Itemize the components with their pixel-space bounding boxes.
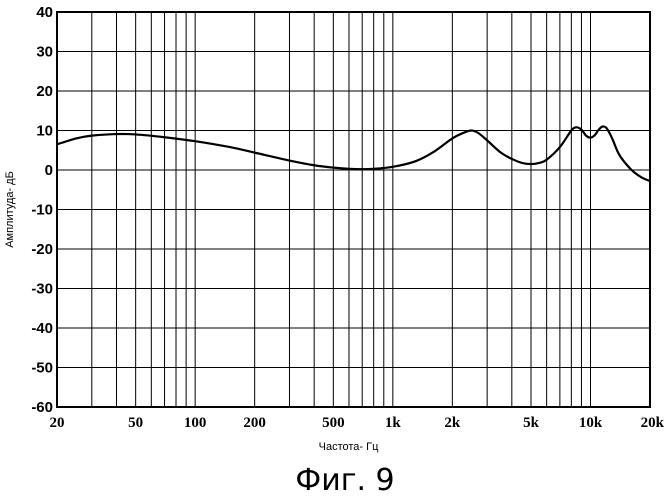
x-tick-label: 20k bbox=[641, 415, 665, 431]
frequency-response-line bbox=[57, 126, 650, 181]
y-tick-label: 40 bbox=[36, 4, 53, 21]
x-tick-label: 10k bbox=[579, 415, 603, 431]
y-tick-label: 20 bbox=[36, 83, 53, 100]
y-tick-label: 30 bbox=[36, 44, 53, 61]
y-tick-label: -10 bbox=[31, 202, 53, 219]
y-tick-label: -30 bbox=[31, 281, 53, 298]
figure-caption: Фиг. 9 bbox=[295, 463, 394, 498]
y-axis-label: Амплитуда- дБ bbox=[4, 171, 16, 248]
y-tick-label: -50 bbox=[31, 360, 53, 377]
y-tick-label: -60 bbox=[31, 399, 53, 416]
x-tick-label: 100 bbox=[184, 415, 207, 431]
x-tick-labels: 20 50 100 200 500 1k 2k 5k 10k 20k bbox=[50, 415, 665, 431]
y-tick-label: -20 bbox=[31, 241, 53, 258]
x-tick-label: 5k bbox=[523, 415, 540, 431]
horizontal-grid bbox=[57, 52, 650, 368]
x-tick-label: 1k bbox=[385, 415, 402, 431]
x-tick-label: 2k bbox=[444, 415, 461, 431]
x-tick-label: 20 bbox=[50, 415, 65, 431]
y-tick-labels: 40 30 20 10 0 -10 -20 -30 -40 -50 -60 bbox=[31, 4, 53, 416]
x-tick-label: 50 bbox=[128, 415, 143, 431]
y-tick-label: 0 bbox=[45, 162, 53, 179]
series-group bbox=[57, 126, 650, 181]
y-tick-label: -40 bbox=[31, 320, 53, 337]
y-tick-label: 10 bbox=[36, 123, 53, 140]
x-tick-label: 200 bbox=[243, 415, 266, 431]
x-tick-label: 500 bbox=[322, 415, 345, 431]
x-axis-label: Частота- Гц bbox=[319, 441, 379, 453]
